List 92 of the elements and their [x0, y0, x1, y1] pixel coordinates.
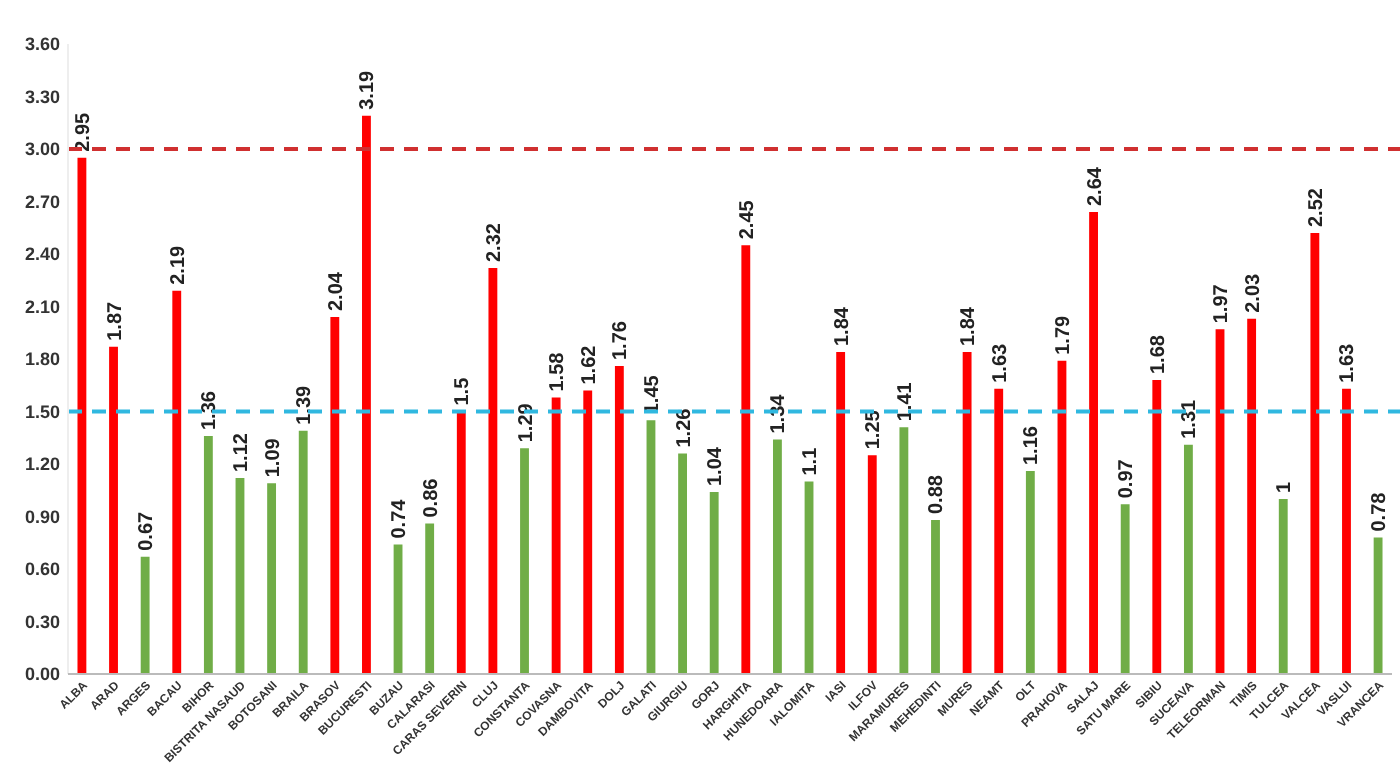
data-label: 1.84	[831, 306, 854, 346]
bar	[1278, 499, 1288, 674]
bar	[1373, 537, 1383, 674]
y-tick-label: 3.30	[24, 86, 60, 107]
bar	[298, 430, 308, 674]
bar	[109, 346, 118, 674]
data-label: 1.63	[1337, 342, 1360, 383]
data-label: 1.97	[1211, 283, 1234, 324]
data-label: 1.68	[1147, 334, 1170, 374]
bar	[1183, 444, 1193, 674]
data-label: 1.25	[863, 409, 886, 450]
data-label: 0.67	[136, 510, 159, 551]
data-label: 1.04	[705, 446, 728, 486]
y-tick-label: 1.80	[24, 349, 60, 370]
data-label: 1.26	[673, 407, 696, 448]
bar	[520, 448, 529, 674]
data-label: 1.76	[610, 320, 633, 360]
data-label: 1.12	[230, 432, 253, 472]
bar	[614, 366, 624, 674]
y-tick-label: 1.20	[24, 454, 60, 475]
bar	[583, 390, 593, 674]
bar	[678, 453, 687, 674]
bar	[646, 420, 656, 674]
y-tick-label: 2.70	[24, 191, 60, 212]
bar	[804, 481, 814, 674]
data-label: 2.32	[483, 222, 506, 262]
bar	[994, 388, 1004, 674]
bar	[962, 352, 972, 674]
data-label: 1.87	[104, 300, 127, 341]
bar	[488, 268, 498, 674]
y-tick-label: 2.40	[24, 244, 60, 265]
data-label: 1.79	[1052, 314, 1075, 355]
data-label: 2.64	[1084, 166, 1107, 206]
bar	[741, 245, 751, 674]
bar	[899, 427, 909, 674]
data-label: 0.97	[1116, 458, 1139, 499]
bar	[773, 439, 782, 674]
y-tick-label: 0.90	[24, 506, 60, 527]
data-label: 2.03	[1242, 272, 1265, 313]
data-label: 1.41	[894, 381, 917, 422]
bar	[1342, 388, 1351, 674]
data-label: 1.39	[294, 384, 317, 425]
data-label: 1.16	[1021, 425, 1044, 465]
bar	[362, 115, 371, 674]
bar	[551, 397, 561, 674]
data-label: 2.04	[325, 271, 348, 311]
bar	[1120, 504, 1130, 674]
bar	[330, 317, 340, 674]
data-label: 1.58	[547, 351, 570, 392]
data-label: 0.74	[389, 498, 412, 539]
data-label: 1.84	[958, 306, 981, 346]
bar	[836, 352, 846, 674]
bar	[867, 455, 877, 674]
data-label: 2.19	[167, 244, 190, 285]
data-label: 1.1	[800, 446, 823, 476]
data-label: 2.45	[736, 199, 759, 240]
data-label: 0.86	[420, 477, 443, 518]
data-label: 2.52	[1305, 187, 1328, 227]
data-label: 1.5	[452, 376, 475, 406]
y-tick-label: 3.60	[24, 34, 60, 55]
data-label: 1.09	[262, 437, 285, 478]
data-label: 1.62	[578, 344, 601, 385]
y-tick-label: 2.10	[24, 296, 60, 317]
data-label: 2.95	[72, 111, 95, 152]
bar	[267, 483, 277, 674]
y-tick-label: 0.60	[24, 559, 60, 580]
bar	[456, 411, 466, 674]
bar	[140, 556, 150, 674]
y-tick-label: 1.50	[24, 401, 60, 422]
bar	[709, 492, 719, 674]
data-label: 1	[1274, 481, 1297, 493]
data-label: 0.78	[1369, 491, 1392, 532]
data-label: 1.31	[1179, 398, 1202, 439]
bar	[1089, 212, 1098, 674]
bar	[931, 520, 940, 674]
data-label: 1.63	[989, 342, 1012, 383]
bar	[1310, 233, 1320, 674]
y-tick-label: 0.00	[24, 664, 60, 685]
bar	[1247, 318, 1257, 674]
data-label: 0.88	[926, 474, 949, 514]
data-label: 3.19	[357, 69, 380, 110]
bar	[1215, 329, 1225, 674]
bar	[172, 290, 182, 674]
bar	[1152, 380, 1162, 674]
y-tick-label: 3.00	[24, 139, 60, 160]
bar	[203, 436, 213, 674]
bar	[425, 523, 435, 674]
bar	[235, 478, 245, 674]
bar	[77, 157, 87, 674]
bar	[1025, 471, 1035, 674]
data-label: 1.36	[199, 390, 222, 430]
y-tick-label: 0.30	[24, 611, 60, 632]
